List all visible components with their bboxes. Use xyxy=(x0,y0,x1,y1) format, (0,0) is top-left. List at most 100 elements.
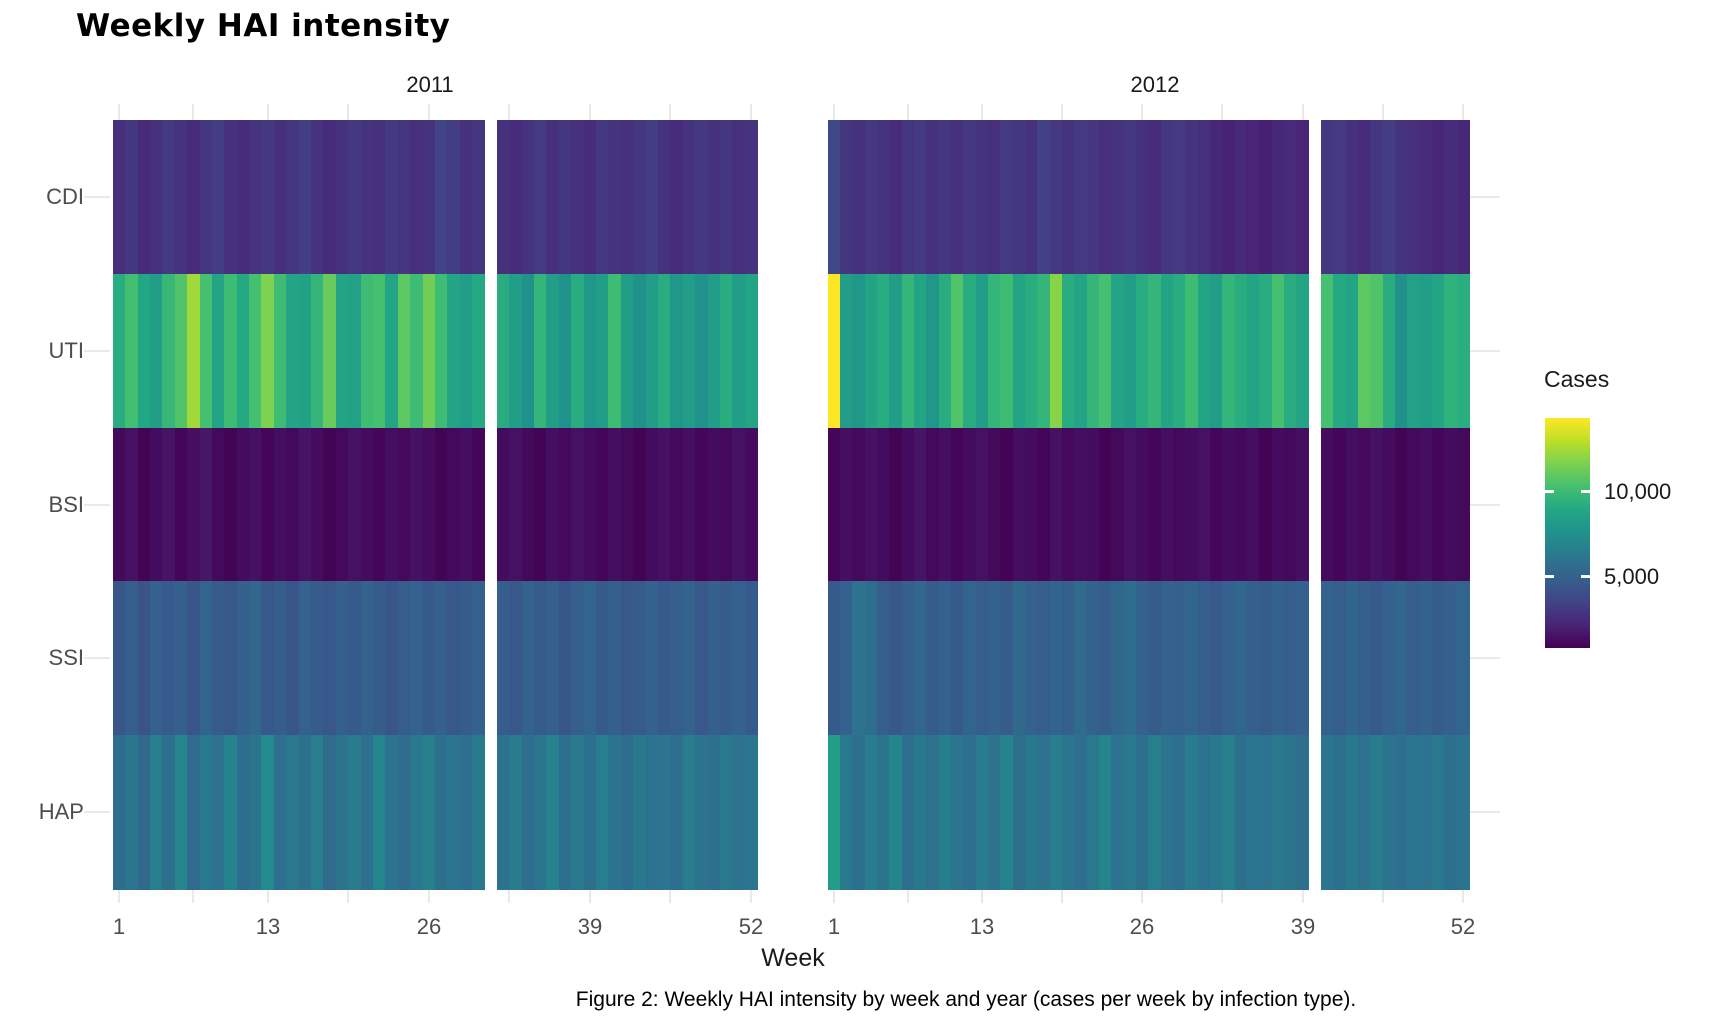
heatmap-tile xyxy=(187,273,201,429)
heatmap-tile xyxy=(571,120,585,275)
heatmap-tile xyxy=(286,273,300,429)
heatmap-tile xyxy=(1197,735,1211,890)
heatmap-tile xyxy=(1419,735,1433,890)
heatmap-tile xyxy=(1395,735,1409,890)
heatmap-tile xyxy=(1012,735,1026,890)
y-gridline-stub xyxy=(84,657,110,660)
heatmap-tile xyxy=(521,273,535,429)
colorbar-tick-10000-left xyxy=(1545,490,1554,493)
heatmap-tile xyxy=(1432,581,1446,736)
heatmap-tile xyxy=(509,120,523,275)
heatmap-tile xyxy=(521,120,535,275)
heatmap-tile xyxy=(1456,120,1470,275)
y-gridline-stub xyxy=(1470,195,1500,198)
heatmap-tile xyxy=(125,273,139,429)
heatmap-tile xyxy=(546,735,560,890)
heatmap-tile xyxy=(286,427,300,583)
heatmap-tile xyxy=(348,427,362,583)
heatmap-tile xyxy=(112,581,126,736)
heatmap-tile xyxy=(1185,735,1199,890)
heatmap-tile xyxy=(137,273,151,429)
heatmap-tile xyxy=(1456,581,1470,736)
heatmap-tile xyxy=(827,581,841,736)
heatmap-tile xyxy=(951,581,965,736)
heatmap-tile xyxy=(311,735,325,890)
heatmap-tile xyxy=(1333,735,1347,890)
heatmap-tile xyxy=(988,581,1002,736)
heatmap-tile xyxy=(459,427,473,583)
heatmap-tile xyxy=(472,427,486,583)
heatmap-tile xyxy=(1025,273,1039,429)
heatmap-tile xyxy=(864,735,878,890)
heatmap-tile xyxy=(1210,581,1224,736)
heatmap-tile xyxy=(608,273,622,429)
heatmap-tile xyxy=(914,120,928,275)
y-gridline-stub xyxy=(84,811,110,814)
heatmap-tile xyxy=(1234,735,1248,890)
heatmap-tile xyxy=(1234,273,1248,429)
heatmap-tile xyxy=(1086,427,1100,583)
heatmap-tile xyxy=(877,427,891,583)
heatmap-tile xyxy=(1173,427,1187,583)
heatmap-tile xyxy=(1074,581,1088,736)
x-tick-2012-w1: 1 xyxy=(827,914,841,939)
heatmap-tile xyxy=(877,120,891,275)
heatmap-tile xyxy=(1037,581,1051,736)
heatmap-tile xyxy=(1259,427,1273,583)
heatmap-tile xyxy=(571,735,585,890)
heatmap-tile xyxy=(261,735,275,890)
heatmap-tile xyxy=(852,427,866,583)
heatmap-tile xyxy=(1419,273,1433,429)
heatmap-tile xyxy=(1247,735,1261,890)
heatmap-tile xyxy=(1074,427,1088,583)
heatmap-tile xyxy=(174,427,188,583)
figure-caption: Figure 2: Weekly HAI intensity by week a… xyxy=(575,988,1357,1011)
heatmap-tile xyxy=(732,581,746,736)
heatmap-tile xyxy=(149,120,164,275)
heatmap-tile xyxy=(422,735,436,890)
heatmap-tile xyxy=(938,273,952,429)
heatmap-tile xyxy=(682,273,696,429)
heatmap-tile xyxy=(1444,735,1458,890)
heatmap-tile xyxy=(682,120,696,275)
heatmap-tile xyxy=(1370,120,1384,275)
heatmap-tile xyxy=(1049,273,1063,429)
heatmap-tile xyxy=(224,735,238,890)
y-axis-label-cdi: CDI xyxy=(46,184,84,209)
heatmap-tile xyxy=(1321,273,1335,429)
heatmap-tile xyxy=(496,120,510,275)
heatmap-tile xyxy=(1259,273,1273,429)
heatmap-tile xyxy=(410,273,424,429)
heatmap-tile xyxy=(1432,427,1446,583)
heatmap-tile xyxy=(719,427,733,583)
legend-title: Cases xyxy=(1544,366,1610,392)
heatmap-tile xyxy=(397,120,411,275)
heatmap-tile xyxy=(596,120,610,275)
heatmap-tile xyxy=(840,273,854,429)
heatmap-tile xyxy=(657,735,672,890)
heatmap-tile xyxy=(889,581,903,736)
heatmap-tile xyxy=(125,120,139,275)
heatmap-tile xyxy=(1419,427,1433,583)
heatmap-tile xyxy=(1000,735,1014,890)
heatmap-tile xyxy=(877,735,891,890)
y-axis-label-uti: UTI xyxy=(48,338,84,363)
heatmap-tile xyxy=(583,735,597,890)
heatmap-tile xyxy=(1136,581,1150,736)
heatmap-tile xyxy=(534,120,548,275)
heatmap-tile xyxy=(645,581,659,736)
heatmap-tile xyxy=(1395,273,1409,429)
heatmap-tile xyxy=(558,120,572,275)
heatmap-tile xyxy=(583,427,597,583)
heatmap-tile xyxy=(1099,735,1113,890)
heatmap-tile xyxy=(385,273,399,429)
heatmap-tile xyxy=(1086,735,1100,890)
heatmap-tile xyxy=(434,273,449,429)
heatmap-tile xyxy=(732,273,746,429)
heatmap-tile xyxy=(1284,581,1298,736)
heatmap-tile xyxy=(1234,581,1248,736)
heatmap-tile xyxy=(1296,120,1310,275)
x-tick-2012-w26: 26 xyxy=(1129,914,1155,939)
heatmap-tile xyxy=(1062,427,1076,583)
heatmap-tile xyxy=(385,735,399,890)
